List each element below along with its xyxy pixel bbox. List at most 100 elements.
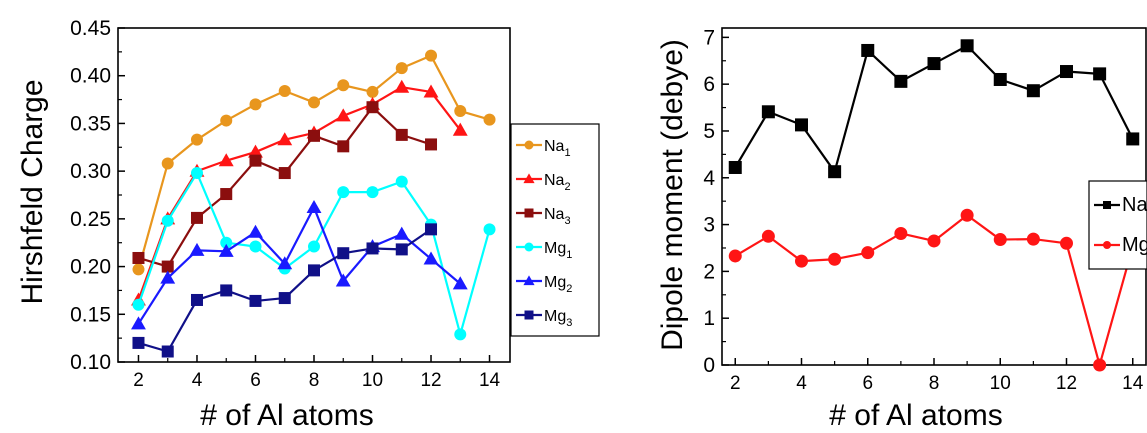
data-point (249, 294, 262, 307)
legend-marker (1103, 241, 1111, 249)
data-point (993, 233, 1007, 247)
y-tick-label: 7 (703, 26, 715, 49)
data-point (132, 251, 145, 264)
legend-label: Mg2 (544, 274, 572, 295)
legend-entry: Mg2 (516, 274, 572, 295)
data-point (452, 276, 468, 290)
data-point (190, 133, 203, 146)
x-tick-label: 4 (796, 373, 807, 394)
data-point (395, 128, 408, 141)
series-na2 (131, 79, 468, 306)
data-point (132, 263, 145, 276)
data-point (761, 105, 775, 119)
data-point (423, 84, 439, 98)
y-tick-label: 4 (703, 167, 715, 190)
y-tick-label: 0 (703, 354, 715, 377)
y-tick-label: 0.45 (70, 17, 111, 40)
y-tick-label: 0.25 (70, 208, 111, 231)
x-tick-label: 4 (192, 370, 203, 391)
data-point (454, 105, 467, 118)
legend-marker (524, 310, 534, 320)
data-point (308, 240, 320, 253)
data-point (395, 62, 408, 75)
data-point (861, 43, 875, 57)
x-tick-label: 14 (479, 370, 501, 391)
data-point (277, 132, 293, 146)
y-tick-label: 0.15 (70, 303, 111, 326)
data-point (161, 260, 174, 273)
legend-marker (523, 275, 535, 286)
y-tick-label: 0.10 (70, 351, 111, 374)
y-tick-label: 5 (703, 120, 715, 143)
data-point (190, 167, 203, 180)
data-point (483, 223, 496, 236)
data-point (1060, 65, 1073, 79)
data-point (160, 270, 176, 284)
data-point (425, 49, 438, 62)
data-point (828, 252, 842, 266)
x-tick-label: 12 (420, 370, 441, 391)
data-point (306, 199, 322, 213)
data-point (189, 242, 205, 256)
data-point (395, 175, 408, 188)
y-tick-label: 0.35 (70, 112, 111, 135)
data-point (483, 113, 496, 126)
series-na1 (132, 49, 496, 276)
data-point (1093, 358, 1107, 372)
data-point (993, 72, 1007, 86)
series-na (728, 39, 1140, 179)
series-mg3 (132, 223, 438, 358)
x-tick-label: 10 (362, 370, 383, 391)
data-point (308, 96, 320, 109)
data-point (132, 298, 145, 311)
data-point (1126, 132, 1140, 146)
legend-label: Na (1122, 194, 1147, 216)
y-tick-label: 6 (703, 73, 715, 96)
data-point (161, 214, 174, 227)
legend-entry: Na2 (516, 172, 571, 193)
legend-marker (524, 242, 534, 252)
data-point (190, 293, 203, 306)
data-point (960, 208, 974, 222)
hirshfeld-charge-chart: 2 4 6 8 10 12 14 0.10 0.15 0.20 0.25 0.30 0.35 0.40 0.… (16, 17, 600, 432)
data-point (394, 79, 410, 93)
data-point (308, 129, 320, 142)
data-point (1093, 67, 1107, 81)
series-mg2 (131, 199, 468, 330)
data-point (220, 284, 233, 297)
y-axis-label: Dipole moment (debye) (656, 39, 689, 351)
data-point (248, 144, 263, 158)
legend-label: Mg3 (544, 308, 572, 329)
data-point (335, 273, 351, 287)
data-point (366, 186, 379, 199)
data-point (337, 140, 350, 153)
legend-label: Mg1 (544, 240, 572, 261)
x-tick-label: 14 (1122, 373, 1144, 394)
legend-label: Na3 (544, 206, 571, 227)
data-point (1026, 232, 1040, 246)
data-point (425, 223, 438, 236)
legend-label: Mg (1122, 234, 1147, 256)
legend-marker (523, 173, 535, 184)
plot-frame (117, 27, 511, 363)
legend-entry: Na (1094, 194, 1147, 216)
data-point (1060, 236, 1073, 250)
data-point (927, 57, 941, 71)
series-mg1 (132, 167, 496, 341)
series-mg (728, 208, 1140, 372)
data-point (761, 229, 775, 243)
data-point (190, 211, 203, 224)
data-point (425, 138, 438, 151)
y-tick-label: 3 (703, 214, 715, 237)
series-na3 (132, 101, 438, 273)
data-point (278, 167, 291, 180)
data-point (131, 316, 146, 330)
data-point (278, 292, 291, 305)
data-point (452, 122, 468, 136)
legend-entry: Mg (1094, 234, 1147, 256)
x-tick-label: 6 (862, 373, 873, 394)
series-line (137, 206, 461, 325)
y-axis-label: Hirshfeld Charge (16, 79, 49, 304)
